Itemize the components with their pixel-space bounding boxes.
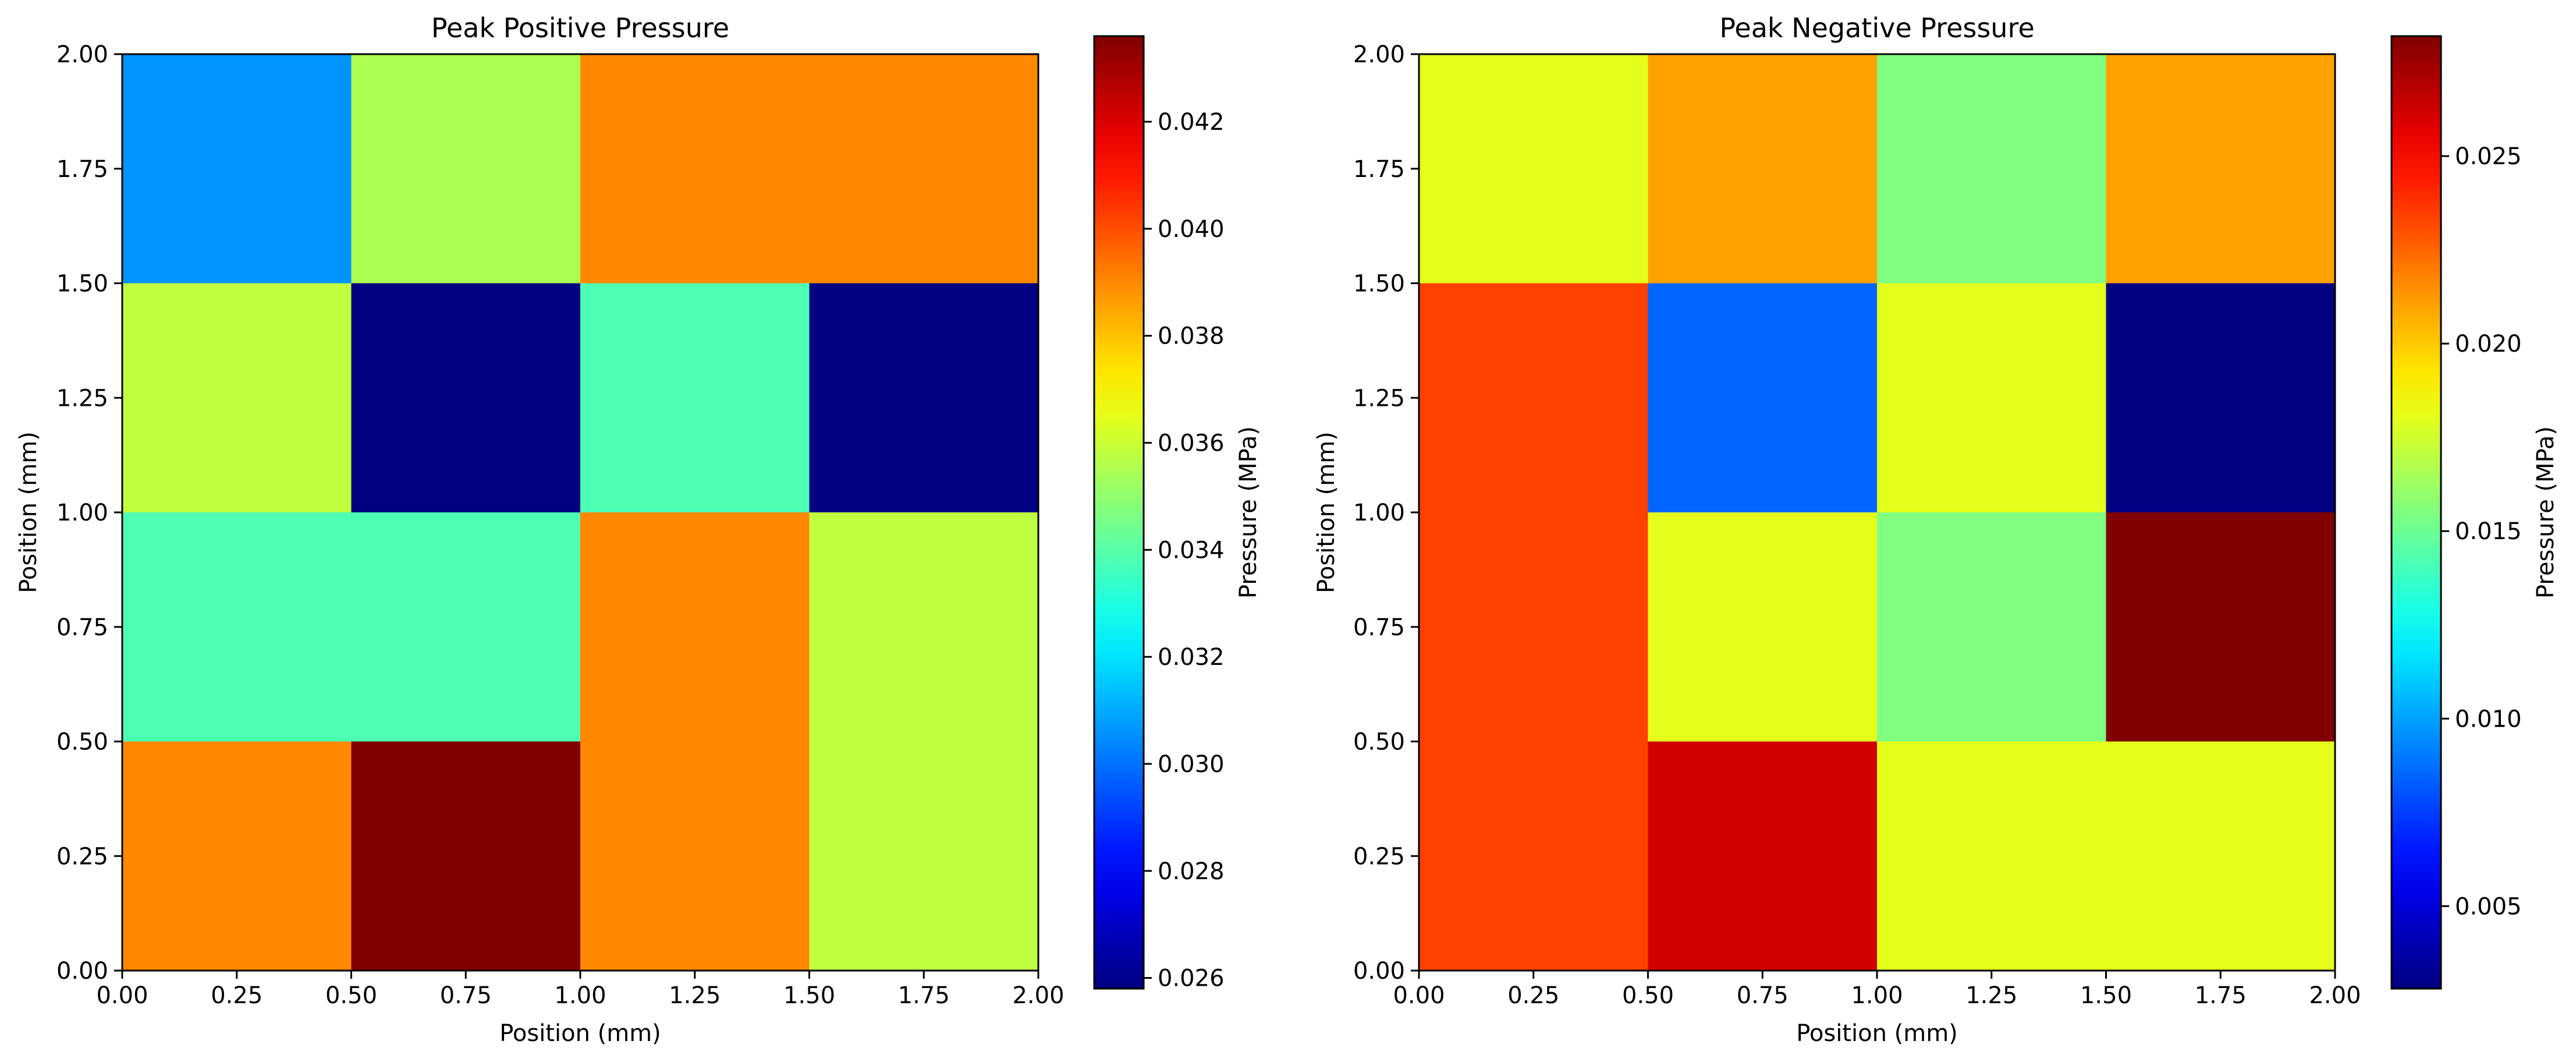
colorbar-tick-label: 0.005 <box>2455 893 2522 920</box>
heatmap-cell <box>580 54 810 284</box>
heatmap-cell <box>2106 54 2335 284</box>
colorbar-tick-label: 0.025 <box>2455 143 2522 170</box>
y-tick-label: 0.25 <box>1353 843 1405 870</box>
heatmap-cells <box>1419 54 2335 971</box>
x-tick-label: 1.75 <box>898 982 950 1009</box>
chart-title: Peak Negative Pressure <box>1719 12 2034 44</box>
heatmap-cell <box>1648 54 1877 284</box>
y-tick-label: 2.00 <box>1353 41 1405 68</box>
x-axis-label: Position (mm) <box>499 1020 661 1047</box>
x-axis-label: Position (mm) <box>1796 1020 1958 1047</box>
heatmap-cell <box>580 283 810 512</box>
y-tick-label: 1.25 <box>56 385 108 412</box>
colorbar-label: Pressure (MPa) <box>2532 426 2559 599</box>
heatmap-cell <box>1419 283 1648 512</box>
x-tick-label: 1.00 <box>554 982 606 1009</box>
heatmap-cell <box>2106 512 2335 742</box>
colorbar-tick-label: 0.038 <box>1158 323 1225 350</box>
x-tick-label: 1.75 <box>2195 982 2247 1009</box>
colorbar-label: Pressure (MPa) <box>1235 426 1262 599</box>
heatmap-cell <box>1877 512 2106 742</box>
x-tick-label: 1.25 <box>1965 982 2017 1009</box>
heatmap-cell <box>122 741 352 971</box>
colorbar-tick-label: 0.032 <box>1158 644 1225 671</box>
y-tick-label: 0.00 <box>56 958 108 985</box>
y-tick-label: 1.75 <box>56 156 108 183</box>
colorbar-tick-label: 0.034 <box>1158 537 1225 564</box>
x-tick-label: 2.00 <box>1012 982 1064 1009</box>
heatmap-cell <box>1419 512 1648 742</box>
heatmap-cell <box>809 741 1038 971</box>
x-tick-label: 1.25 <box>669 982 721 1009</box>
x-tick-label: 1.00 <box>1851 982 1903 1009</box>
heatmap-cell <box>1877 283 2106 512</box>
heatmap-cells <box>122 54 1038 971</box>
heatmap-panel-negative: Peak Negative Pressure Position (mm) Pos… <box>1313 12 2559 1047</box>
x-tick-label: 0.75 <box>440 982 492 1009</box>
heatmap-panel-positive: Peak Positive Pressure Position (mm) Pos… <box>15 12 1262 1047</box>
colorbar-tick-label: 0.036 <box>1158 430 1225 457</box>
heatmap-cell <box>351 283 580 512</box>
x-tick-label: 2.00 <box>2309 982 2361 1009</box>
heatmap-cell <box>2106 283 2335 512</box>
y-tick-label: 0.25 <box>56 843 108 870</box>
y-tick-label: 1.00 <box>56 500 108 526</box>
heatmap-cell <box>1419 741 1648 971</box>
heatmap-cell <box>351 54 580 284</box>
heatmap-cell <box>580 512 810 742</box>
x-tick-label: 0.50 <box>325 982 377 1009</box>
heatmap-cell <box>1648 283 1877 512</box>
x-tick-label: 0.00 <box>96 982 148 1009</box>
y-axis-label: Position (mm) <box>15 431 42 593</box>
colorbar <box>2392 36 2441 989</box>
chart-title: Peak Positive Pressure <box>431 12 729 44</box>
heatmap-cell <box>122 512 352 742</box>
y-tick-label: 1.25 <box>1353 385 1405 412</box>
x-tick-label: 0.75 <box>1737 982 1789 1009</box>
y-tick-label: 1.00 <box>1353 500 1405 526</box>
heatmap-cell <box>580 741 810 971</box>
y-tick-label: 0.75 <box>56 614 108 641</box>
colorbar-tick-label: 0.015 <box>2455 518 2522 545</box>
colorbar-frame <box>2390 35 2442 990</box>
x-tick-label: 1.50 <box>2080 982 2132 1009</box>
heatmap-cell <box>1648 741 1877 971</box>
colorbar-tick-label: 0.020 <box>2455 331 2522 357</box>
y-tick-label: 0.75 <box>1353 614 1405 641</box>
heatmap-cell <box>1877 741 2106 971</box>
heatmap-cell <box>2106 741 2335 971</box>
colorbar-frame <box>1093 35 1145 990</box>
x-tick-label: 0.25 <box>1507 982 1559 1009</box>
heatmap-cell <box>1877 54 2106 284</box>
colorbar <box>1094 36 1144 989</box>
heatmap-cell <box>122 54 352 284</box>
heatmap-cell <box>809 283 1038 512</box>
heatmap-cell <box>351 741 580 971</box>
x-tick-label: 1.50 <box>783 982 835 1009</box>
y-tick-label: 2.00 <box>56 41 108 68</box>
heatmap-cell <box>1419 54 1648 284</box>
colorbar-tick-label: 0.028 <box>1158 858 1225 885</box>
heatmap-cell <box>809 54 1038 284</box>
y-axis-label: Position (mm) <box>1313 431 1340 593</box>
colorbar-tick-label: 0.010 <box>2455 706 2522 732</box>
y-tick-label: 0.50 <box>1353 729 1405 756</box>
heatmap-cell <box>809 512 1038 742</box>
heatmap-cell <box>351 512 580 742</box>
y-tick-label: 1.75 <box>1353 156 1405 183</box>
heatmap-cell <box>122 283 352 512</box>
y-tick-label: 0.50 <box>56 729 108 756</box>
y-tick-label: 0.00 <box>1353 958 1405 985</box>
heatmap-cell <box>1648 512 1877 742</box>
colorbar-tick-label: 0.042 <box>1158 109 1225 136</box>
x-tick-label: 0.25 <box>211 982 262 1009</box>
colorbar-tick-label: 0.026 <box>1158 965 1225 992</box>
y-tick-label: 1.50 <box>56 271 108 298</box>
colorbar-tick-label: 0.040 <box>1158 216 1225 243</box>
x-tick-label: 0.00 <box>1393 982 1445 1009</box>
y-tick-label: 1.50 <box>1353 271 1405 298</box>
colorbar-tick-label: 0.030 <box>1158 751 1225 778</box>
x-tick-label: 0.50 <box>1622 982 1674 1009</box>
